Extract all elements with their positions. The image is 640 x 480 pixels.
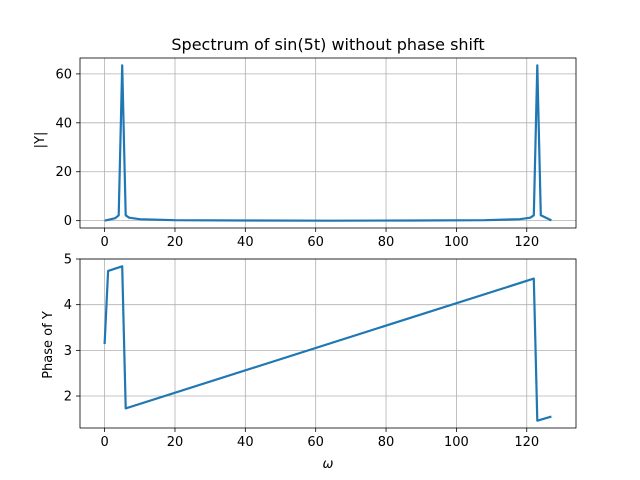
magnitude-x-tick-label: 100 — [444, 235, 469, 250]
phase-y-tick-label: 4 — [64, 298, 72, 313]
phase-x-tick-label: 120 — [514, 435, 539, 450]
phase-x-tick-label: 20 — [167, 435, 184, 450]
phase-x-tick-label: 60 — [307, 435, 324, 450]
x-axis-label: ω — [323, 457, 334, 472]
phase-x-tick-label: 40 — [237, 435, 254, 450]
magnitude-x-tick-label: 40 — [237, 235, 254, 250]
magnitude-x-tick-label: 120 — [514, 235, 539, 250]
phase-y-tick-label: 3 — [64, 344, 72, 359]
magnitude-y-tick-label: 60 — [55, 67, 72, 82]
magnitude-y-axis-label: |Y| — [33, 132, 48, 149]
magnitude-y-tick-label: 20 — [55, 165, 72, 180]
phase-plot: 0 20 40 60 80 100 120 2 3 4 5 — [64, 253, 577, 450]
magnitude-series-line — [104, 64, 552, 222]
phase-x-tick-label: 100 — [444, 435, 469, 450]
chart-title: Spectrum of sin(5t) without phase shift — [171, 35, 484, 54]
phase-y-tick-label: 2 — [64, 390, 72, 405]
phase-axes-frame — [79, 258, 577, 429]
magnitude-x-tick-label: 0 — [100, 235, 108, 250]
magnitude-x-tick-label: 20 — [167, 235, 184, 250]
magnitude-plot: 0 20 40 60 80 100 120 0 20 40 60 — [55, 57, 577, 250]
magnitude-axes-frame — [79, 57, 577, 229]
phase-series-line — [103, 265, 552, 422]
phase-y-axis-label: Phase of Y — [41, 311, 56, 379]
magnitude-y-tick-label: 40 — [55, 116, 72, 131]
phase-x-tick-label: 80 — [378, 435, 395, 450]
magnitude-x-tick-label: 80 — [378, 235, 395, 250]
magnitude-x-tick-label: 60 — [307, 235, 324, 250]
phase-y-tick-label: 5 — [64, 253, 72, 268]
phase-x-tick-label: 0 — [100, 435, 108, 450]
magnitude-y-tick-label: 0 — [64, 214, 72, 229]
